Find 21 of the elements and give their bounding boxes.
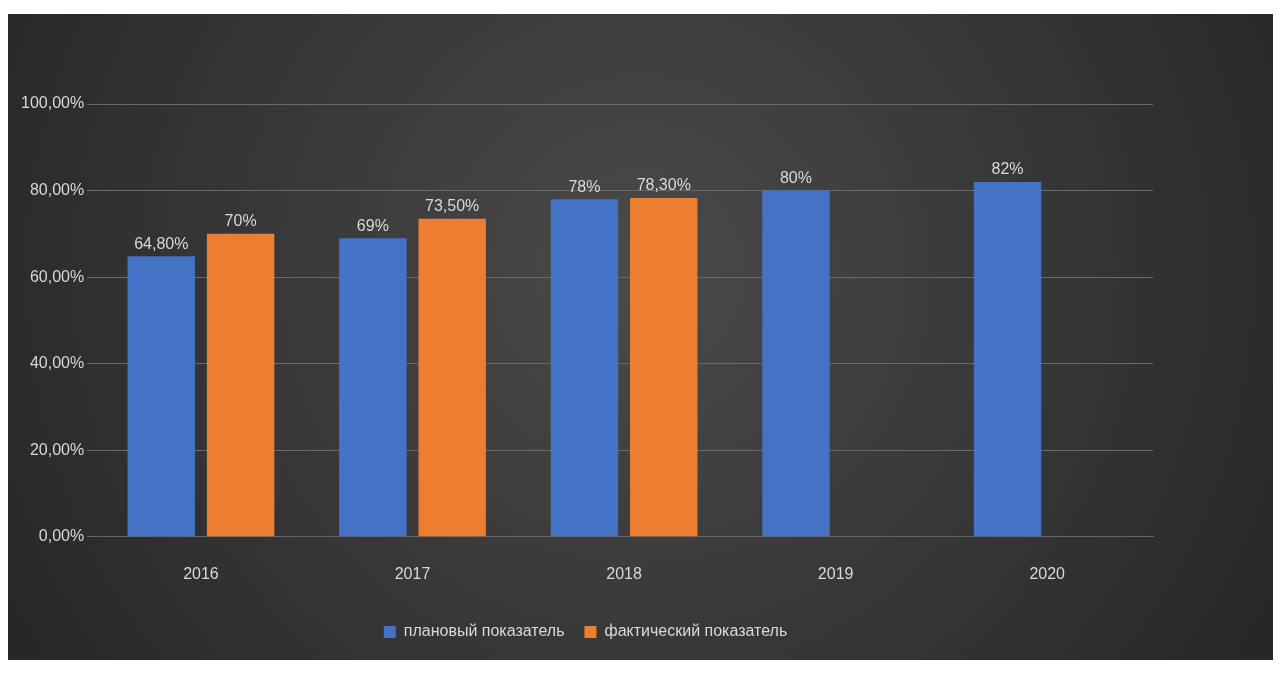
x-tick-label: 2020 <box>1029 564 1066 582</box>
data-label: 69% <box>356 216 389 234</box>
y-tick-label: 0,00% <box>38 527 85 545</box>
x-tick-label: 2019 <box>817 564 854 582</box>
x-tick-label: 2016 <box>183 564 219 582</box>
legend-label: плановый показатель <box>403 622 565 640</box>
legend-label: фактический показатель <box>604 622 788 640</box>
y-tick-label: 80,00% <box>29 180 85 198</box>
y-tick-label: 20,00% <box>29 440 85 458</box>
data-label: 78% <box>568 177 601 195</box>
data-label: 70% <box>224 212 257 230</box>
data-label: 64,80% <box>134 234 189 252</box>
data-label: 80% <box>779 168 812 186</box>
data-label: 73,50% <box>425 197 480 215</box>
y-tick-label: 100,00% <box>20 94 85 112</box>
data-label: 82% <box>991 160 1024 178</box>
x-tick-label: 2017 <box>394 564 431 582</box>
y-tick-label: 60,00% <box>29 267 85 285</box>
x-tick-label: 2018 <box>606 564 642 582</box>
data-label: 78,30% <box>636 176 691 194</box>
y-tick-label: 40,00% <box>29 354 85 372</box>
